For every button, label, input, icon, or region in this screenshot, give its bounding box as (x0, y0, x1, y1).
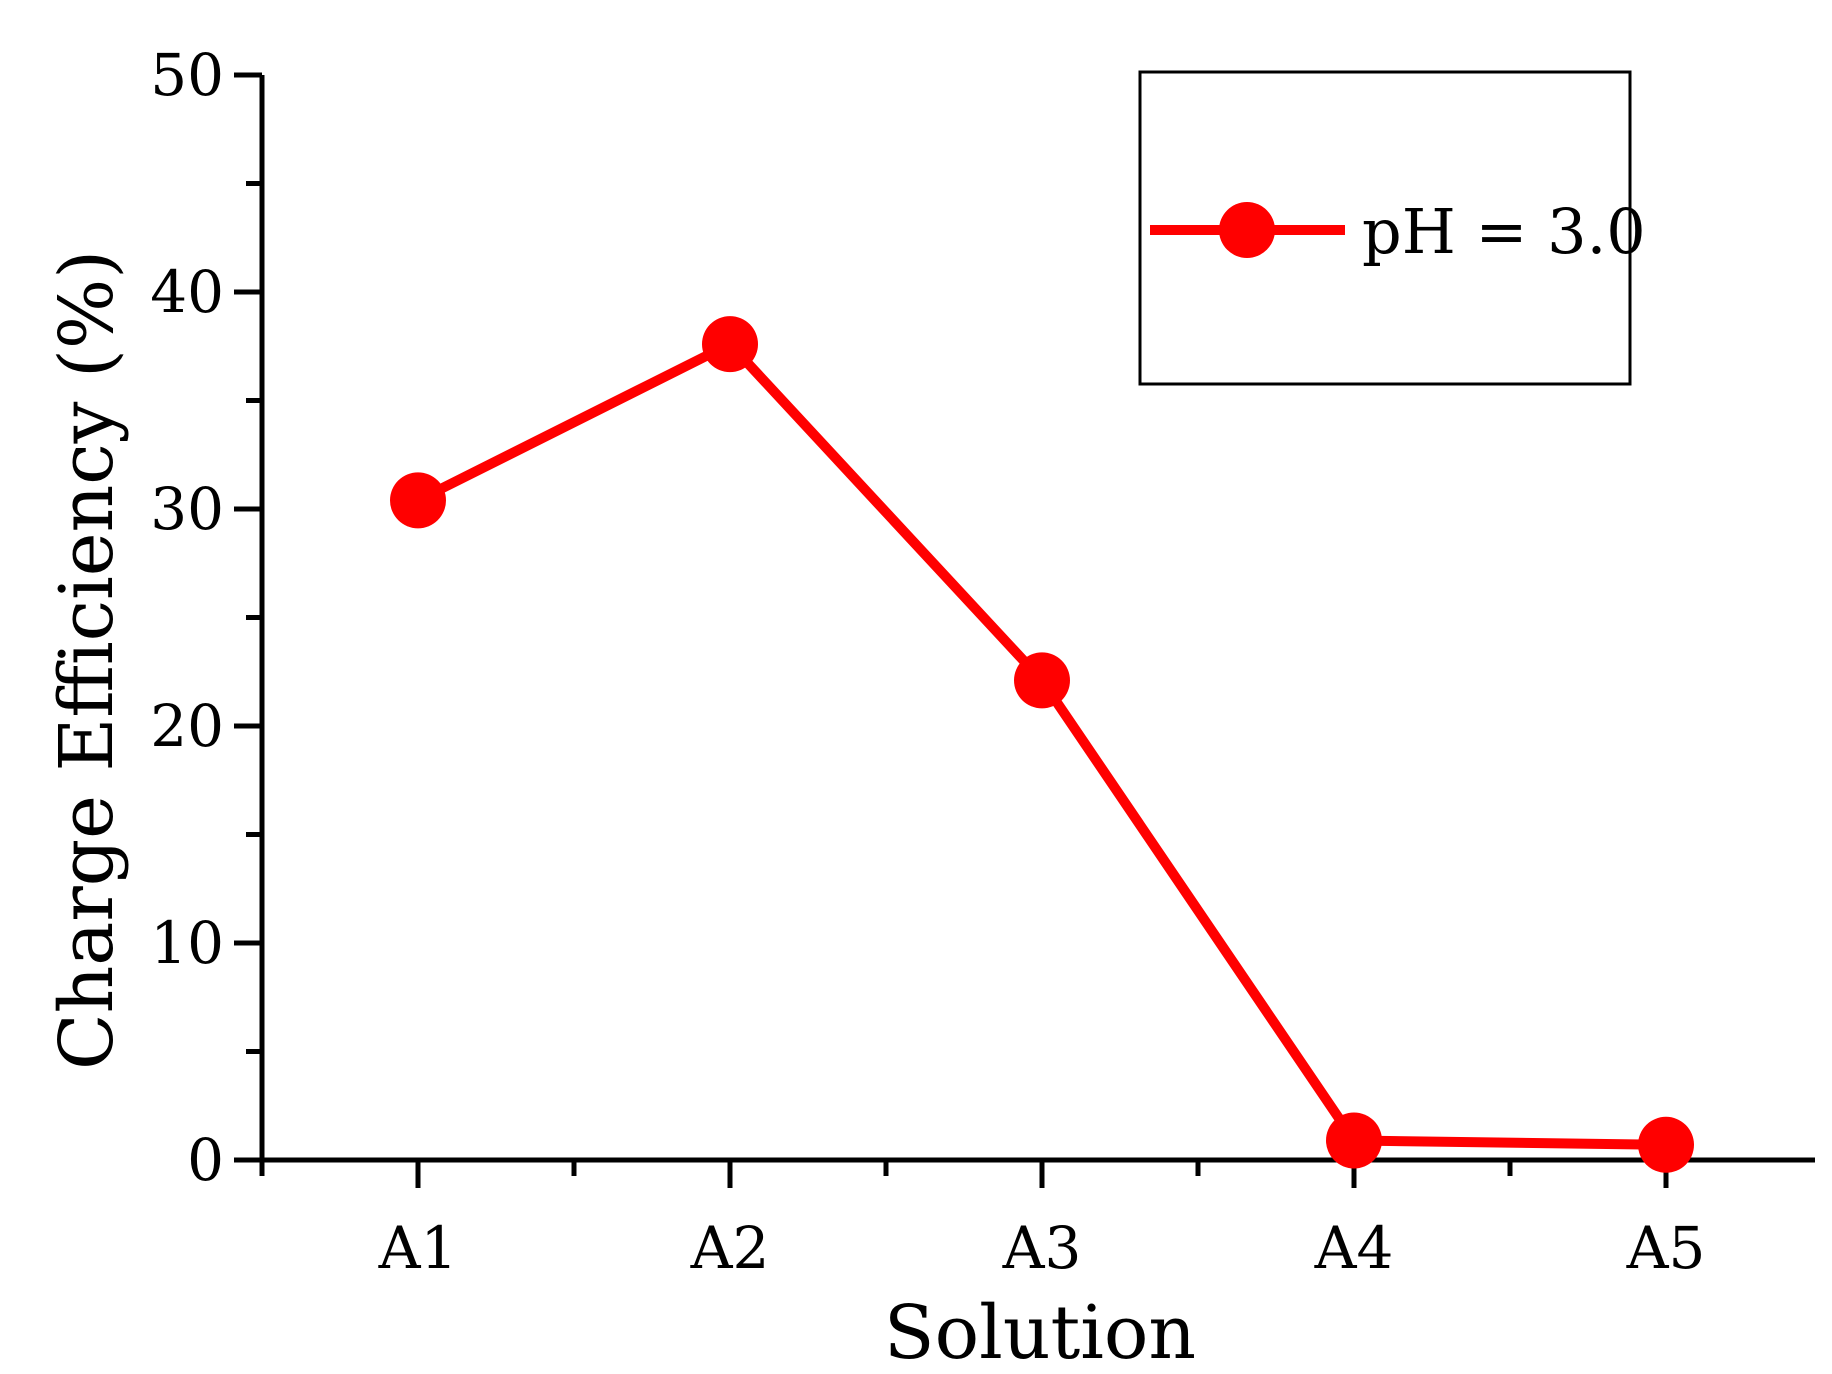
y-ticks: 0 10 20 30 40 50 (150, 41, 262, 1194)
x-ticks: A1 A2 A3 A4 A5 (259, 1160, 1706, 1282)
data-point-a3 (1014, 652, 1070, 709)
x-tick-label: A5 (1626, 1214, 1706, 1282)
y-axis-title: Charge Efficiency (%) (44, 250, 130, 1070)
y-tick-label: 10 (150, 909, 224, 977)
legend-series-label: pH = 3.0 (1362, 195, 1646, 268)
y-tick-label: 50 (150, 41, 224, 109)
y-tick-label: 0 (187, 1126, 224, 1194)
data-point-a2 (702, 316, 758, 373)
x-tick-label: A3 (1002, 1214, 1082, 1282)
y-tick-label: 30 (150, 475, 224, 543)
series-line (415, 339, 1667, 1150)
x-tick-label: A2 (690, 1214, 770, 1282)
legend-series-marker (1219, 202, 1275, 258)
y-tick-label: 40 (150, 258, 224, 326)
series-layer (390, 316, 1694, 1173)
y-tick-label: 20 (150, 692, 224, 760)
x-tick-label: A4 (1314, 1214, 1394, 1282)
data-point-a4 (1326, 1112, 1382, 1169)
x-tick-label: A1 (378, 1214, 458, 1282)
x-axis-title: Solution (884, 1290, 1196, 1374)
data-point-a5 (1638, 1116, 1694, 1173)
legend: pH = 3.0 (1138, 70, 1646, 386)
data-point-a1 (390, 472, 446, 529)
